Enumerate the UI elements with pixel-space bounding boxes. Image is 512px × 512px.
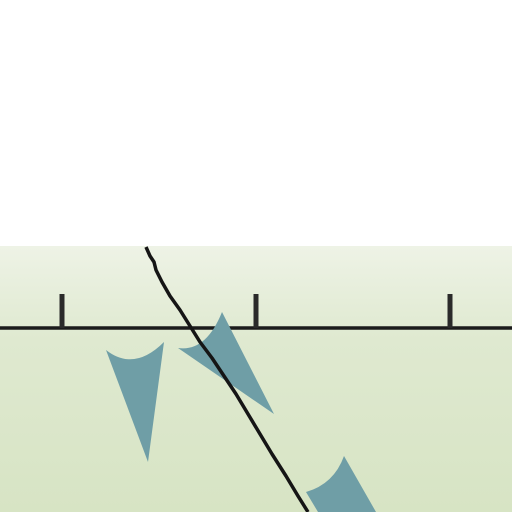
wedge-left (106, 342, 164, 462)
diagonal-line (144, 246, 310, 512)
blank-sky-area (0, 0, 512, 246)
wedge-bottom-right (306, 456, 376, 512)
wedge-middle (178, 312, 274, 414)
